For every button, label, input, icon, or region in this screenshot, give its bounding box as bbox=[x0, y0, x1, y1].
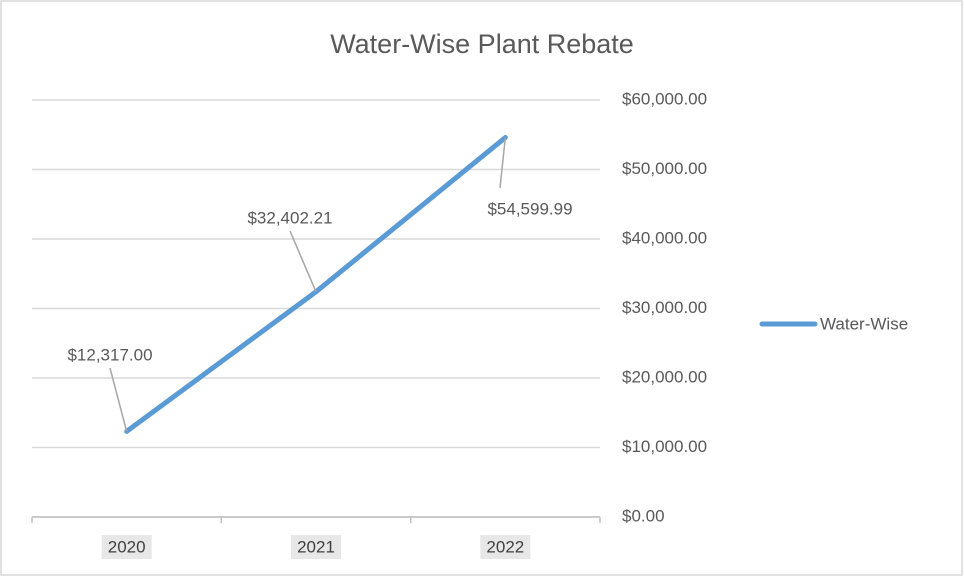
x-tick-label: 2021 bbox=[297, 537, 335, 556]
x-tick-highlight bbox=[480, 535, 531, 559]
chart-title: Water-Wise Plant Rebate bbox=[330, 29, 634, 59]
x-tick-label: 2020 bbox=[108, 537, 146, 556]
legend-label: Water-Wise bbox=[820, 314, 908, 333]
leader-line bbox=[109, 367, 128, 432]
data-label: $32,402.21 bbox=[247, 208, 332, 227]
data-label: $12,317.00 bbox=[67, 345, 152, 364]
y-tick-label: $50,000.00 bbox=[622, 159, 707, 178]
y-tick-label: $30,000.00 bbox=[622, 298, 707, 317]
x-tick-highlight bbox=[101, 535, 152, 559]
y-tick-label: $10,000.00 bbox=[622, 437, 707, 456]
leader-line bbox=[499, 137, 507, 189]
y-tick-label: $40,000.00 bbox=[622, 228, 707, 247]
line-series bbox=[124, 135, 508, 434]
x-tick-highlight bbox=[291, 535, 341, 559]
data-label: $54,599.99 bbox=[487, 199, 572, 218]
y-tick-label: $0.00 bbox=[622, 506, 665, 525]
y-tick-label: $60,000.00 bbox=[622, 89, 707, 108]
y-tick-label: $20,000.00 bbox=[622, 367, 707, 386]
leader-line bbox=[289, 230, 317, 293]
x-tick-label: 2022 bbox=[486, 537, 524, 556]
